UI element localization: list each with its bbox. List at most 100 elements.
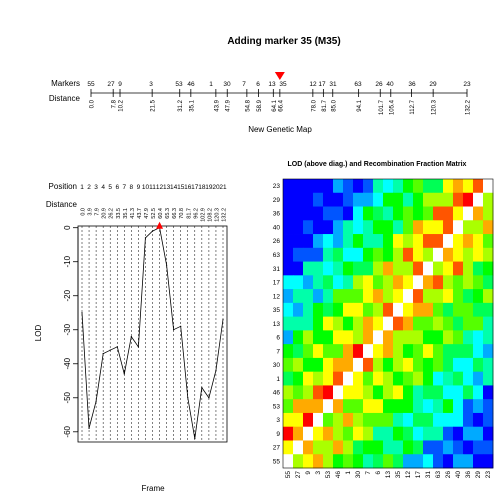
matrix-cell: [473, 371, 484, 386]
matrix-cell: [343, 316, 354, 331]
matrix-cell: [303, 440, 314, 455]
matrix-cell: [413, 426, 424, 441]
matrix-cell: [433, 440, 444, 455]
matrix-cell: [403, 234, 414, 249]
matrix-cell: [433, 275, 444, 290]
matrix-cell: [383, 179, 394, 194]
map-distance-label: 54.8: [245, 99, 251, 111]
matrix-cell: [313, 261, 324, 276]
matrix-cell: [303, 220, 314, 235]
matrix-row-label: 46: [273, 390, 281, 397]
matrix-row-label: 31: [273, 266, 281, 273]
position-label: 13: [163, 184, 171, 191]
matrix-cell: [333, 371, 344, 386]
matrix-cell: [343, 385, 354, 400]
matrix-cell: [473, 234, 484, 249]
matrix-cell: [373, 289, 384, 304]
matrix-col-label: 29: [475, 471, 482, 479]
matrix-cell: [353, 179, 364, 194]
matrix-cell: [483, 399, 494, 414]
map-distance-label: 58.9: [257, 99, 263, 111]
matrix-cell: [383, 385, 394, 400]
matrix-cell: [333, 261, 344, 276]
matrix-cell: [343, 289, 354, 304]
matrix-cell: [383, 234, 394, 249]
matrix-cell: [433, 426, 444, 441]
matrix-cell: [463, 357, 474, 373]
matrix-cell: [383, 289, 394, 304]
matrix-cell: [453, 275, 464, 290]
matrix-cell: [343, 454, 354, 469]
lod-y-tick-label: -30: [63, 323, 72, 335]
matrix-cell: [293, 385, 304, 400]
matrix-cell: [433, 192, 444, 207]
matrix-cell: [283, 344, 294, 359]
matrix-cell: [373, 371, 384, 386]
matrix-cell: [323, 192, 334, 207]
matrix-cell: [483, 412, 494, 428]
lod-point: [116, 346, 118, 348]
matrix-cell: [393, 247, 404, 262]
matrix-cell: [393, 289, 404, 304]
matrix-cell: [443, 179, 454, 194]
matrix-cell: [343, 412, 354, 428]
matrix-cell: [303, 247, 314, 262]
matrix-cell: [323, 357, 334, 373]
matrix-col-label: 27: [295, 471, 302, 479]
matrix-cell: [443, 426, 454, 441]
matrix-col-label: 55: [285, 471, 292, 479]
matrix-col-label: 35: [395, 471, 402, 479]
matrix-cell: [433, 412, 444, 428]
matrix-cell: [473, 302, 484, 318]
lod-point: [102, 352, 104, 355]
matrix-cell: [283, 399, 294, 414]
lod-max-indicator: [156, 221, 164, 229]
matrix-cell: [423, 357, 434, 373]
matrix-cell: [453, 206, 464, 221]
matrix-cell: [363, 412, 374, 428]
matrix-row-label: 29: [273, 197, 281, 204]
matrix-cell: [383, 440, 394, 455]
matrix-cell: [483, 302, 494, 318]
matrix-cell: [423, 179, 434, 194]
matrix-cell: [463, 440, 474, 455]
matrix-cell: [343, 399, 354, 414]
matrix-cell: [293, 316, 304, 331]
matrix-cell: [473, 247, 484, 262]
matrix-cell: [283, 179, 294, 194]
map-distance-label: 101.7: [379, 99, 385, 115]
matrix-row-label: 26: [273, 238, 281, 245]
matrix-cell: [413, 234, 424, 249]
matrix-cell: [333, 289, 344, 304]
matrix-cell: [363, 399, 374, 414]
matrix-cell: [363, 385, 374, 400]
matrix-cell: [443, 261, 454, 276]
position-label: 19: [205, 184, 213, 191]
matrix-cell: [323, 316, 334, 331]
lod-point: [81, 312, 83, 314]
position-distance-label: 81.7: [186, 208, 192, 219]
matrix-cell: [343, 179, 354, 194]
matrix-cell: [353, 357, 364, 373]
matrix-cell: [313, 426, 324, 441]
matrix-cell: [483, 357, 494, 373]
matrix-row-label: 30: [273, 362, 281, 369]
matrix-cell: [333, 440, 344, 455]
matrix-cell: [393, 316, 404, 331]
matrix-cell: [483, 426, 494, 441]
matrix-cell: [313, 385, 324, 400]
matrix-cell: [353, 385, 364, 400]
matrix-cell: [413, 454, 424, 469]
matrix-cell: [313, 344, 324, 359]
lod-point: [201, 386, 203, 389]
matrix-row-label: 12: [273, 293, 281, 300]
matrix-cell: [473, 275, 484, 290]
matrix-cell: [463, 330, 474, 345]
matrix-cell: [343, 371, 354, 386]
matrix-cell: [333, 330, 344, 345]
position-label: 9: [137, 184, 141, 191]
matrix-cell: [423, 220, 434, 235]
matrix-cell: [323, 399, 334, 414]
matrix-cell: [393, 412, 404, 428]
matrix-cell: [453, 440, 464, 455]
